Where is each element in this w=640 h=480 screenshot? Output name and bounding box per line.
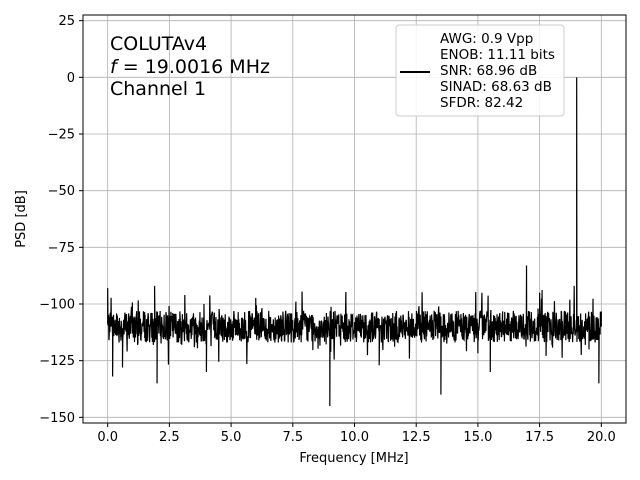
x-tick-label: 7.5	[282, 430, 303, 445]
x-tick-label: 12.5	[402, 430, 431, 445]
legend-line-sinad: SINAD: 68.63 dB	[440, 79, 552, 95]
annotation-line-1: COLUTAv4	[110, 33, 207, 55]
legend-line-enob: ENOB: 11.11 bits	[440, 47, 555, 63]
x-tick-label: 2.5	[159, 430, 180, 445]
plot-area	[107, 77, 602, 407]
legend-line-sfdr: SFDR: 82.42	[440, 95, 523, 111]
x-tick-label: 10.0	[340, 430, 369, 445]
x-axis-ticks: 0.0 2.5 5.0 7.5 10.0 12.5 15.0 17.5 20.0	[97, 423, 616, 445]
legend-line-snr: SNR: 68.96 dB	[440, 63, 537, 79]
y-tick-label: −125	[39, 354, 75, 369]
annotation-frequency-symbol: f	[110, 56, 120, 78]
annotation-line-3: Channel 1	[110, 78, 206, 100]
x-tick-label: 15.0	[463, 430, 492, 445]
annotation-block: COLUTAv4 f = 19.0016 MHz Channel 1	[110, 33, 270, 100]
y-tick-label: −75	[48, 241, 75, 256]
y-tick-label: 25	[58, 14, 75, 29]
annotation-line-2: f = 19.0016 MHz	[110, 56, 270, 78]
legend-line-awg: AWG: 0.9 Vpp	[440, 31, 533, 47]
y-tick-label: −50	[48, 184, 75, 199]
x-axis-label: Frequency [MHz]	[299, 451, 408, 466]
y-tick-label: 0	[67, 71, 75, 86]
x-tick-label: 0.0	[97, 430, 118, 445]
legend: AWG: 0.9 Vpp ENOB: 11.11 bits SNR: 68.96…	[395, 24, 565, 117]
y-tick-label: −25	[48, 128, 75, 143]
y-axis-ticks: 25 0 −25 −50 −75 −100 −125 −150	[39, 14, 83, 426]
x-tick-label: 20.0	[587, 430, 616, 445]
legend-box	[395, 24, 565, 117]
y-tick-label: −150	[39, 411, 75, 426]
x-tick-label: 5.0	[221, 430, 242, 445]
x-tick-label: 17.5	[525, 430, 554, 445]
annotation-frequency-value: = 19.0016 MHz	[117, 56, 270, 78]
series-line	[107, 77, 602, 407]
y-tick-label: −100	[39, 298, 75, 313]
y-axis-label: PSD [dB]	[14, 190, 29, 248]
